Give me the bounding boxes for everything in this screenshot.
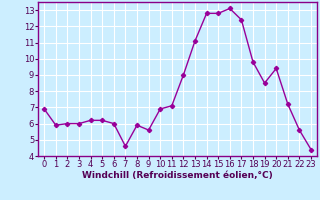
X-axis label: Windchill (Refroidissement éolien,°C): Windchill (Refroidissement éolien,°C) [82, 171, 273, 180]
